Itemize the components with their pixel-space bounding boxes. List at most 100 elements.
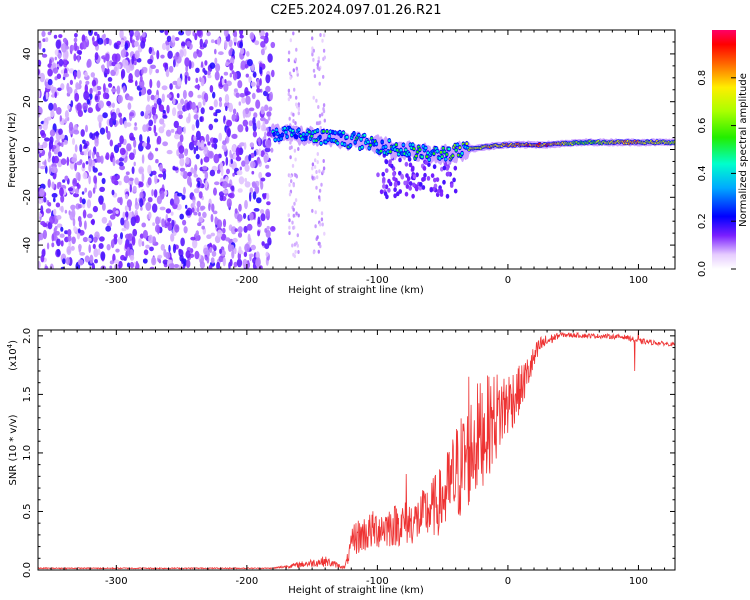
noise-speckle — [38, 106, 43, 116]
noise-speckle — [73, 226, 77, 232]
signal-halo — [412, 174, 417, 180]
noise-speckle — [38, 160, 41, 169]
noise-speckle — [43, 196, 47, 203]
noise-speckle — [48, 102, 54, 111]
noise-speckle — [288, 218, 291, 223]
noise-speckle — [182, 89, 187, 100]
signal-peak — [380, 140, 384, 144]
signal-peak — [281, 133, 284, 137]
noise-speckle — [106, 100, 111, 107]
noise-speckle — [312, 68, 316, 73]
noise-speckle — [102, 202, 106, 211]
noise-speckle — [221, 78, 225, 86]
noise-speckle — [149, 66, 152, 76]
noise-speckle — [184, 148, 188, 157]
noise-speckle — [56, 182, 60, 190]
noise-speckle — [159, 118, 165, 125]
signal-peak — [352, 132, 356, 135]
noise-speckle — [257, 216, 261, 225]
noise-speckle — [257, 230, 261, 237]
y-tick-label: 20 — [22, 95, 33, 108]
noise-speckle — [205, 179, 208, 189]
noise-speckle — [139, 191, 144, 200]
noise-speckle — [178, 114, 183, 120]
noise-speckle — [72, 217, 76, 227]
noise-speckle — [194, 250, 200, 260]
noise-speckle — [290, 179, 293, 184]
noise-speckle — [315, 98, 318, 103]
noise-speckle — [239, 41, 244, 49]
noise-speckle — [127, 96, 133, 101]
noise-speckle — [106, 130, 111, 140]
noise-speckle — [206, 31, 211, 37]
noise-speckle — [178, 30, 185, 36]
noise-speckle — [315, 121, 319, 126]
noise-speckle — [195, 145, 199, 152]
noise-speckle — [57, 151, 63, 157]
noise-speckle — [220, 167, 224, 177]
noise-speckle — [53, 34, 58, 39]
noise-speckle — [264, 228, 268, 233]
noise-speckle — [316, 160, 319, 165]
signal-halo — [418, 185, 423, 191]
signal-peak — [328, 134, 331, 138]
noise-speckle — [71, 236, 76, 245]
noise-speckle — [162, 114, 168, 119]
signal-halo — [379, 189, 384, 195]
noise-speckle — [317, 121, 320, 126]
noise-speckle — [248, 154, 252, 162]
noise-speckle — [212, 91, 216, 99]
x-tick-label: 100 — [629, 275, 648, 286]
noise-speckle — [321, 38, 324, 43]
noise-speckle — [86, 98, 91, 105]
noise-speckle — [296, 69, 299, 74]
noise-speckle — [162, 259, 169, 265]
noise-speckle — [42, 53, 48, 58]
signal-halo — [385, 194, 389, 200]
noise-speckle — [222, 218, 227, 228]
noise-speckle — [112, 157, 116, 167]
noise-speckle — [288, 116, 291, 121]
noise-speckle — [185, 250, 191, 259]
noise-speckle — [222, 144, 228, 152]
noise-speckle — [111, 88, 117, 93]
noise-speckle — [150, 64, 157, 70]
noise-speckle — [151, 51, 156, 56]
noise-speckle — [260, 150, 265, 158]
noise-speckle — [145, 244, 150, 249]
noise-speckle — [106, 244, 111, 251]
noise-speckle — [225, 105, 228, 112]
noise-speckle — [174, 133, 180, 140]
noise-speckle — [40, 129, 45, 136]
noise-speckle — [38, 232, 41, 242]
noise-speckle — [77, 54, 80, 63]
snr-series-line — [38, 331, 675, 570]
noise-speckle — [186, 101, 190, 111]
noise-speckle — [203, 146, 209, 153]
noise-speckle — [134, 122, 137, 127]
noise-speckle — [51, 62, 57, 69]
noise-speckle — [177, 103, 183, 111]
signal-halo — [412, 182, 416, 188]
noise-speckle — [230, 244, 235, 252]
signal-peak — [411, 143, 415, 147]
noise-speckle — [292, 119, 295, 123]
noise-speckle — [133, 40, 139, 47]
noise-speckle — [133, 139, 137, 148]
noise-speckle — [151, 189, 154, 197]
noise-speckle — [238, 246, 242, 255]
noise-speckle — [265, 164, 270, 169]
noise-speckle — [207, 141, 211, 146]
signal-peak — [366, 140, 370, 144]
noise-speckle — [178, 248, 182, 254]
signal-peak — [426, 151, 430, 155]
noise-speckle — [260, 177, 266, 182]
noise-speckle — [264, 104, 269, 112]
signal-halo — [387, 187, 391, 193]
noise-speckle — [317, 105, 320, 109]
noise-speckle — [129, 112, 135, 117]
noise-speckle — [322, 48, 326, 53]
noise-speckle — [311, 166, 314, 171]
noise-speckle — [161, 93, 165, 103]
x-tick-label: -300 — [105, 275, 128, 286]
